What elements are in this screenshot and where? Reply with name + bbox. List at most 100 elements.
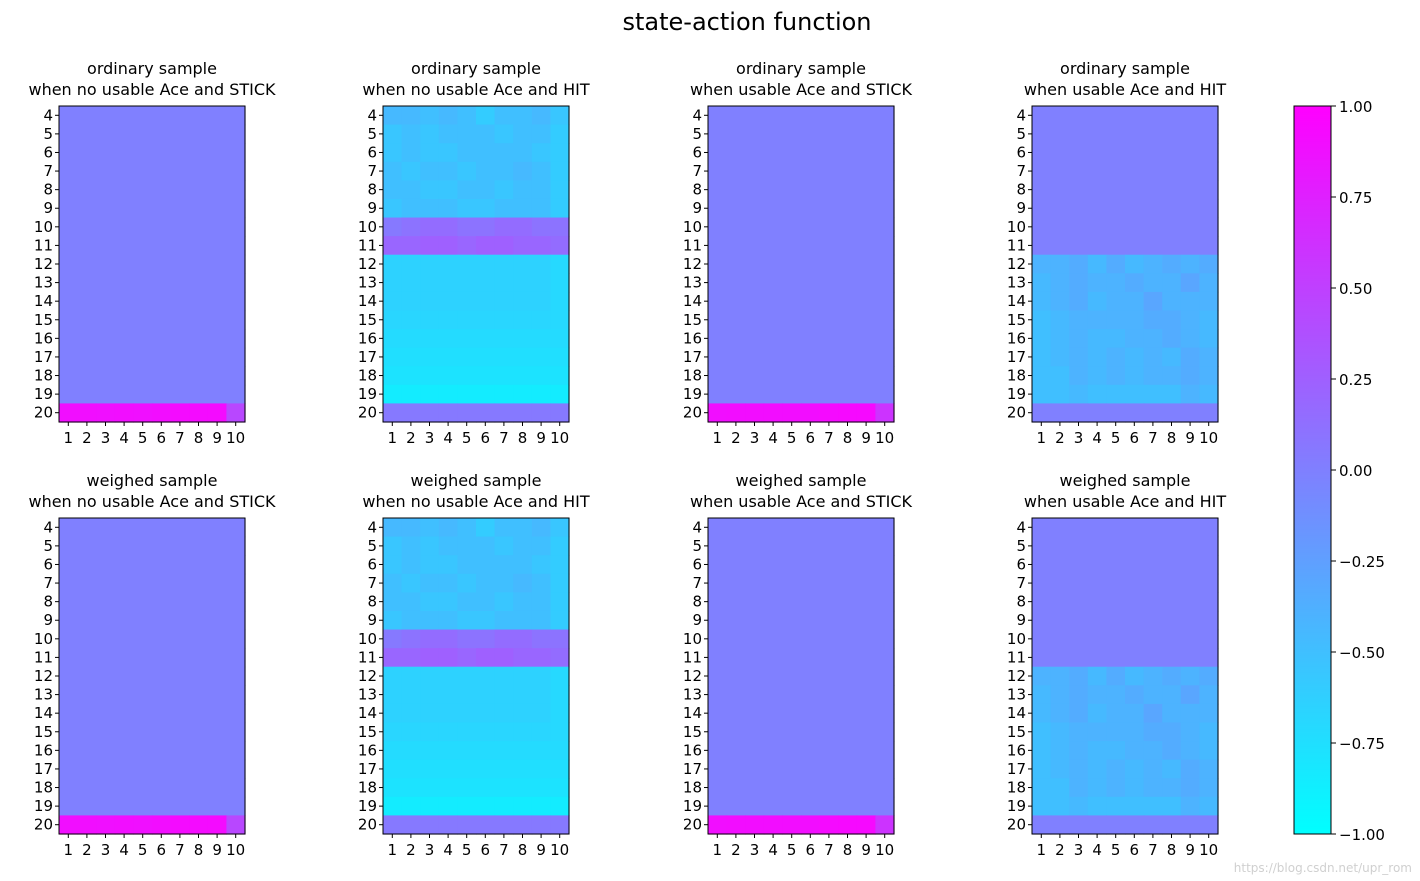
heatmap-cell [1087,518,1107,538]
heatmap-cell [457,629,477,649]
y-tick-label: 4 [367,106,377,124]
heatmap-cell [1199,236,1219,256]
y-tick-label: 11 [683,236,702,254]
heatmap-cell [819,629,839,649]
heatmap-cell [1069,666,1089,686]
y-tick-label: 8 [692,593,702,611]
y-tick-label: 11 [1007,648,1026,666]
heatmap-cell [1087,722,1107,742]
heatmap-cell [59,722,79,742]
heatmap-cell [531,759,551,779]
heatmap-cell [189,648,209,668]
heatmap-cell [745,236,765,256]
heatmap-cell [1143,555,1163,575]
x-tick-label: 3 [1074,429,1084,447]
y-tick-label: 17 [358,760,377,778]
heatmap-cell [856,254,876,274]
heatmap-cell [1106,124,1126,144]
heatmap-cell [401,759,421,779]
heatmap-cell [207,685,227,705]
heatmap-cell [819,722,839,742]
heatmap-cell [875,536,895,556]
heatmap-cell [531,796,551,817]
x-tick-label: 6 [1130,841,1140,859]
heatmap-cell [819,685,839,705]
heatmap-cell [856,161,876,181]
heatmap-cell [1199,815,1219,835]
x-tick-label: 1 [64,841,74,859]
heatmap-cell [189,329,209,349]
heatmap-cell [226,536,246,556]
heatmap-cell [401,180,421,200]
heatmap-cell [1069,366,1089,386]
heatmap-cell [114,759,134,779]
heatmap-cell [745,366,765,386]
heatmap-cell [782,217,802,237]
heatmap-cell [77,106,97,126]
heatmap-cell [114,610,134,631]
heatmap-cell [763,347,783,367]
y-tick-label: 20 [1007,404,1026,422]
heatmap-cell [133,685,153,705]
heatmap-cell [77,198,97,219]
heatmap-cell [438,180,458,200]
heatmap-cell [782,180,802,200]
heatmap-cell [1106,610,1126,631]
heatmap-cell [1087,106,1107,126]
heatmap-cell [1032,124,1052,144]
heatmap-cell [96,217,116,237]
heatmap-cell [763,217,783,237]
heatmap-cell [550,180,570,200]
heatmap-cell [152,778,172,798]
heatmap-cell [708,555,728,575]
y-tick-label: 9 [367,611,377,629]
heatmap-cell [207,610,227,631]
heatmap-cell [1050,366,1070,386]
heatmap-cell [1125,648,1145,668]
heatmap-cell [1050,143,1070,163]
y-tick-label: 20 [683,404,702,422]
heatmap-cell [726,573,746,593]
heatmap-cell [1087,273,1107,293]
heatmap-cell [457,217,477,237]
heatmap-cell [457,347,477,367]
heatmap-cell [513,329,533,349]
heatmap-cell [1180,198,1200,219]
y-tick-label: 14 [358,704,377,722]
heatmap-cell [383,778,403,798]
heatmap-cell [745,310,765,330]
heatmap-cell [226,217,246,237]
heatmap-cell [226,291,246,312]
panel-title-line2: when no usable Ace and HIT [362,492,589,511]
heatmap-cell [1143,815,1163,835]
heatmap-cell [838,143,858,163]
heatmap-cell [745,124,765,144]
heatmap-cell [531,518,551,538]
heatmap-cell [782,403,802,423]
heatmap-cell [838,403,858,423]
heatmap-cell [875,796,895,817]
heatmap-cell [114,536,134,556]
heatmap-cell [708,536,728,556]
heatmap-cell [457,555,477,575]
heatmap-cell [1050,610,1070,631]
heatmap-cell [782,610,802,631]
heatmap-cell [226,366,246,386]
heatmap-cell [207,347,227,367]
y-tick-label: 10 [1007,630,1026,648]
x-tick-label: 6 [806,841,816,859]
heatmap-cell [189,666,209,686]
heatmap-cell [207,198,227,219]
heatmap-cell [856,291,876,312]
heatmap-cell [189,366,209,386]
heatmap-cell [1199,217,1219,237]
heatmap-cell [726,518,746,538]
y-tick-label: 17 [34,760,53,778]
heatmap-cell [1125,573,1145,593]
heatmap-cell [1199,610,1219,631]
heatmap-cell [1125,329,1145,349]
heatmap-cell [1143,778,1163,798]
heatmap-cell [383,815,403,835]
heatmap-cell [550,573,570,593]
heatmap-cell [494,180,514,200]
